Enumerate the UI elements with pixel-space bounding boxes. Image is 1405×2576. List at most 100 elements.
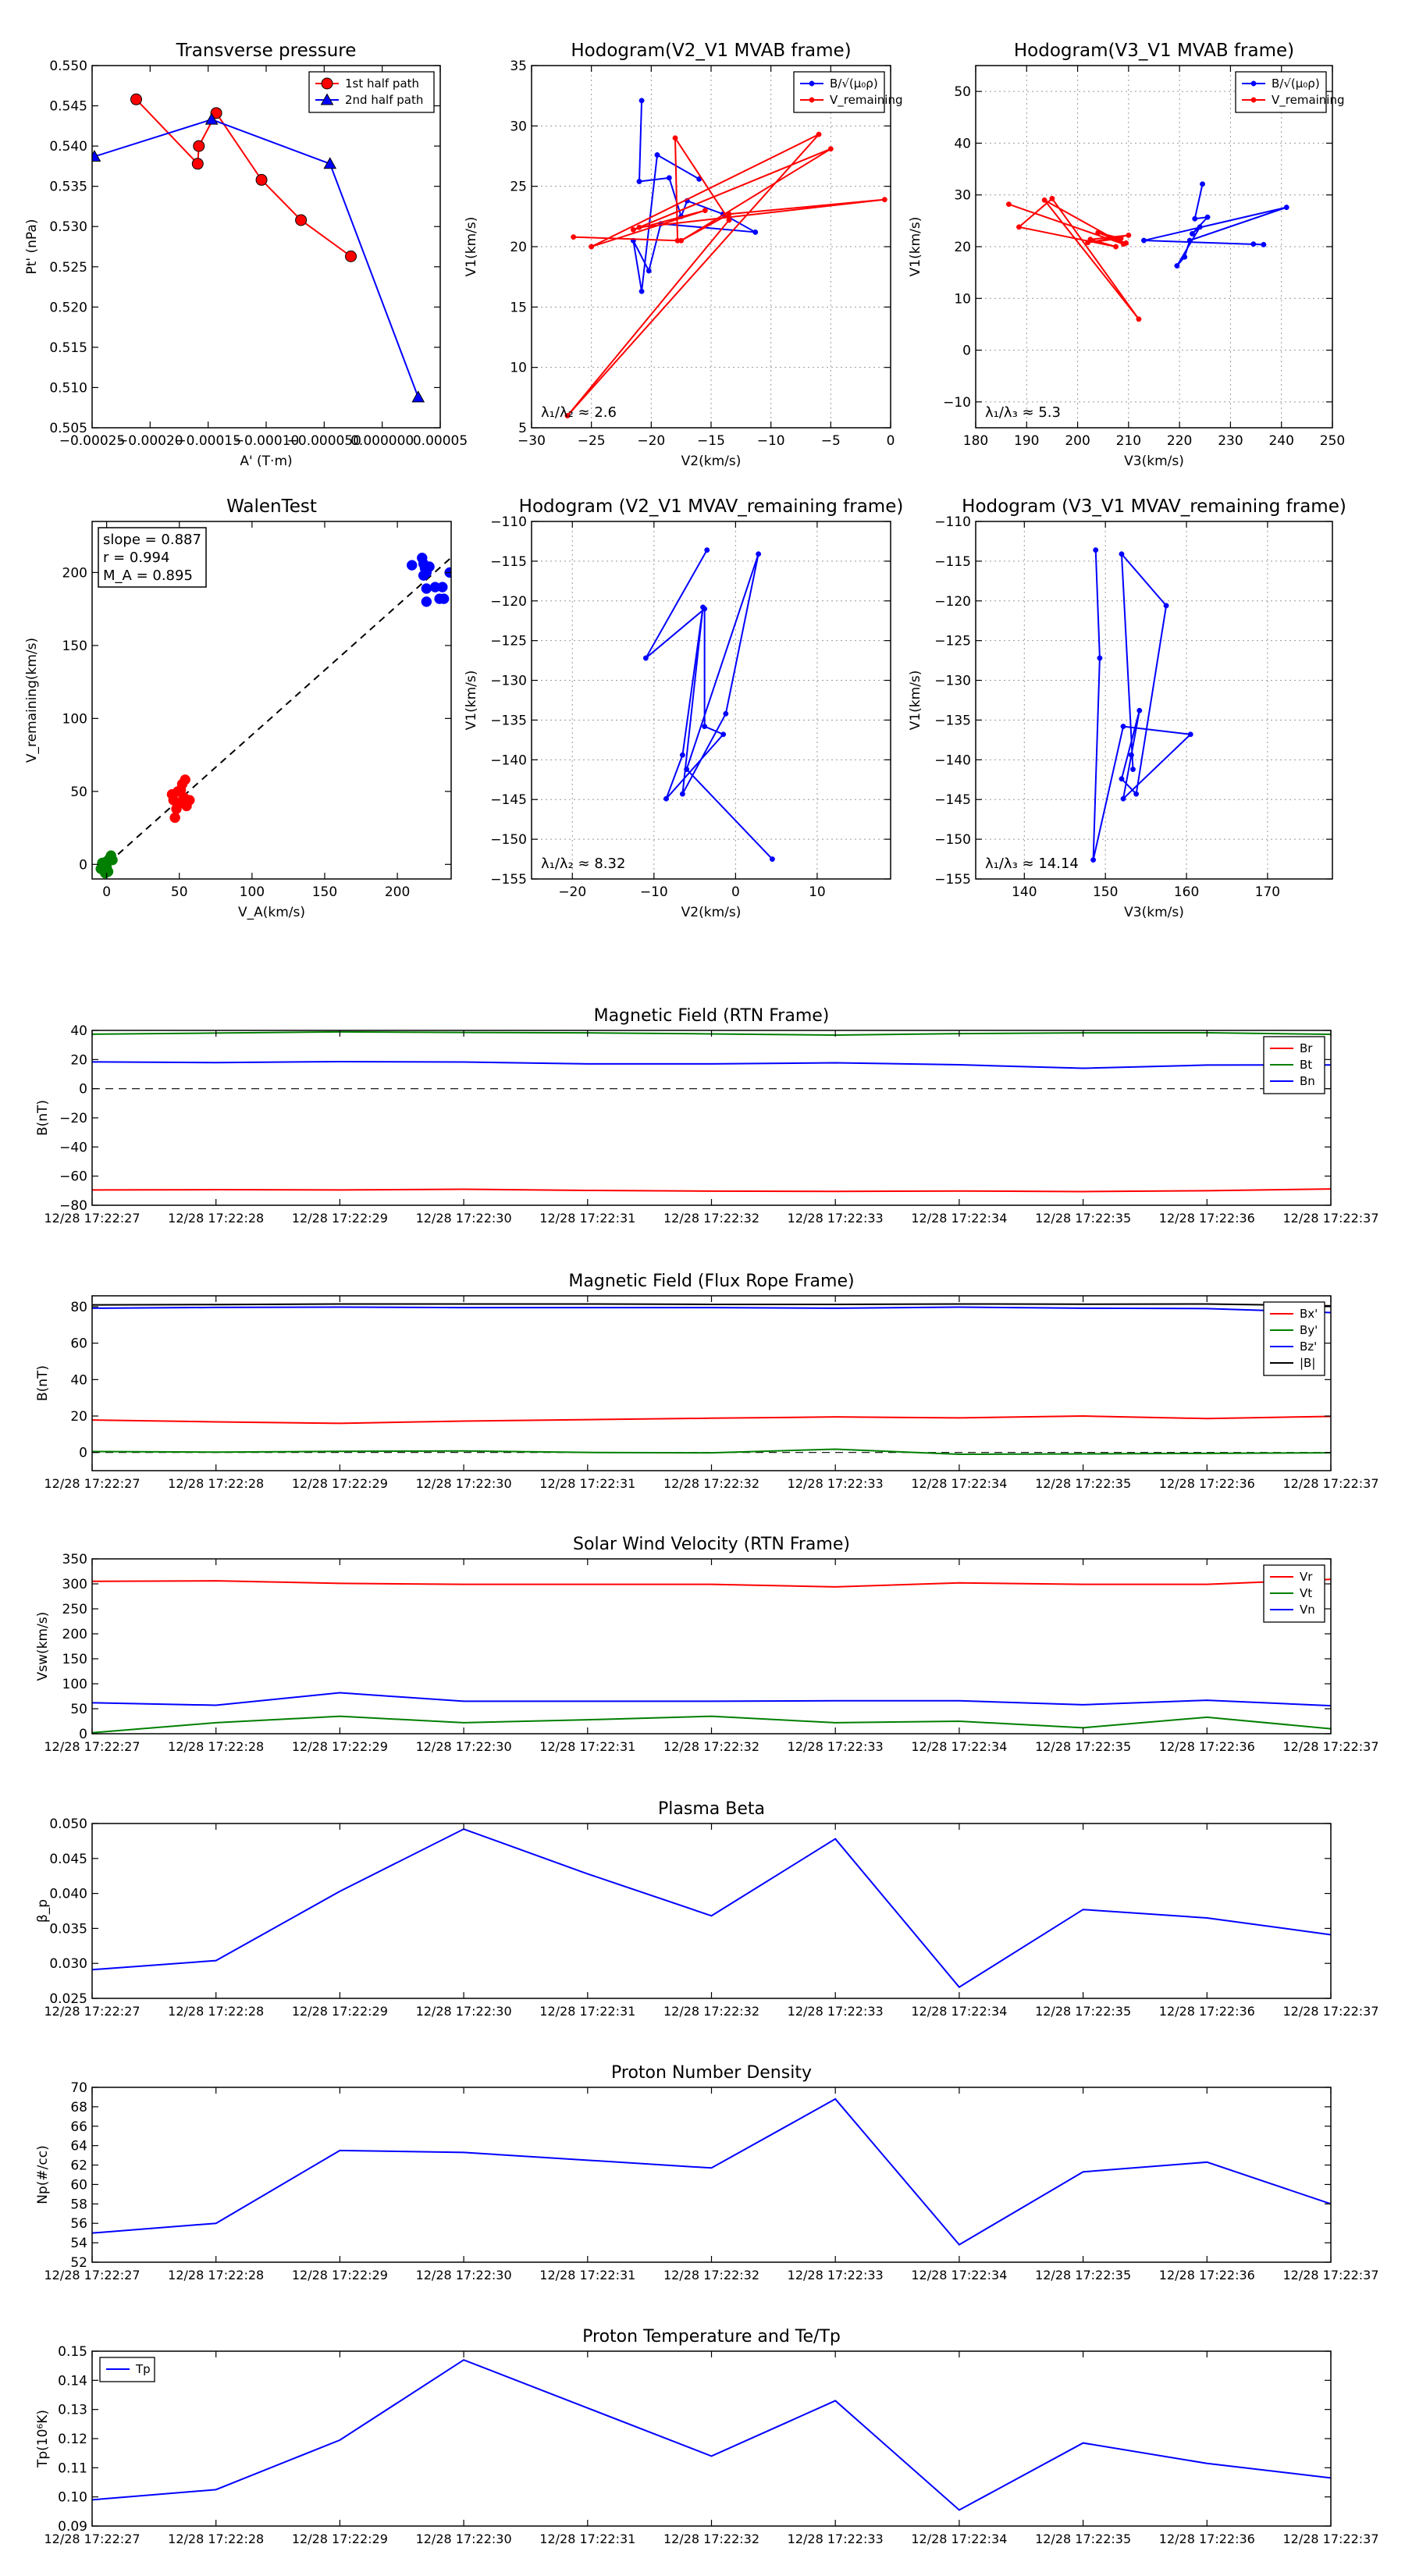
y-axis-label: V_remaining(km/s): [24, 638, 40, 763]
x-tick-label: 12/28 17:22:30: [416, 2004, 512, 2019]
y-tick-label: 0.030: [49, 1956, 87, 1972]
x-tick-label: 12/28 17:22:31: [539, 1739, 635, 1754]
chart-ts5: 12/28 17:22:27 12/28 17:22:28 12/28 17:22:…: [35, 2063, 1379, 2282]
x-tick-label: 12/28 17:22:34: [911, 1476, 1007, 1491]
axes-frame: [91, 1823, 1332, 1999]
series-line: [1008, 197, 1140, 320]
y-tick-label: 0.530: [49, 219, 87, 235]
chart-h3: −20 −10 0 10 −155 −150 −145 −140 −135 −130 −125 −12…: [464, 496, 903, 920]
data-point: [171, 803, 182, 815]
y-tick-label: 10: [510, 361, 527, 376]
y-tick-label: 30: [510, 119, 527, 134]
series--b-: [92, 1303, 1331, 1307]
y-tick-label: 0.545: [49, 99, 87, 115]
x-tick-label: 12/28 17:22:30: [416, 2268, 512, 2282]
y-tick-label: 10: [954, 291, 971, 307]
data-point: [421, 583, 432, 594]
y-tick-label: 0.13: [58, 2403, 87, 2418]
data-point: [1261, 241, 1267, 247]
y-tick-label: 300: [62, 1577, 87, 1592]
series-line: [92, 2359, 1331, 2511]
data-point: [1250, 241, 1257, 247]
x-tick-label: 12/28 17:22:37: [1282, 2532, 1378, 2546]
x-tick-label: 250: [1320, 433, 1345, 449]
x-tick-label: 12/28 17:22:35: [1035, 1476, 1131, 1491]
chart-title: Plasma Beta: [658, 1799, 765, 1819]
data-point: [726, 211, 732, 217]
x-tick-label: 12/28 17:22:32: [663, 1211, 759, 1226]
legend-label: 2nd half path: [345, 93, 423, 107]
x-tick-label: 12/28 17:22:34: [911, 1211, 1007, 1226]
plot-area: [92, 93, 425, 403]
y-tick-label: 0.12: [58, 2432, 87, 2447]
legend: 1st half path 2nd half path: [308, 71, 435, 113]
x-axis-label: V2(km/s): [681, 454, 742, 469]
y-tick-label: −155: [490, 872, 527, 888]
series-vt: [92, 1715, 1331, 1734]
x-tick-label: 12/28 17:22:35: [1035, 2268, 1131, 2282]
x-tick-label: 12/28 17:22:28: [168, 2004, 264, 2019]
y-tick-label: 0.050: [49, 1816, 87, 1832]
x-tick-label: 12/28 17:22:36: [1159, 1211, 1255, 1226]
y-tick-label: 62: [70, 2158, 87, 2174]
data-point: [1119, 551, 1125, 557]
chart-ts1: 12/28 17:22:27 12/28 17:22:28 12/28 17:22:…: [35, 1006, 1379, 1226]
legend: Bx' By' Bz' |B|: [1263, 1301, 1325, 1376]
x-tick-label: 180: [963, 433, 988, 449]
series-line: [92, 1578, 1331, 1588]
x-tick-label: 210: [1116, 433, 1141, 449]
y-axis-label: Tp(10⁶K): [35, 2410, 51, 2468]
series-line: [92, 1303, 1331, 1307]
y-tick-label: 0.510: [49, 380, 87, 396]
y-tick-label: 0.15: [58, 2344, 87, 2360]
x-tick-label: 150: [312, 884, 337, 900]
x-tick-label: 12/28 17:22:30: [416, 1476, 512, 1491]
x-tick-label: 0: [102, 884, 111, 900]
data-point: [1126, 232, 1132, 238]
x-tick-label: 12/28 17:22:28: [168, 1476, 264, 1491]
data-point: [672, 135, 678, 141]
series-vr: [406, 552, 451, 607]
x-tick-label: 230: [1218, 433, 1243, 449]
series-beta: [92, 1828, 1331, 1988]
axes-frame: [91, 2087, 1332, 2263]
series-line: [92, 1414, 1331, 1425]
y-axis-label: Vsw(km/s): [35, 1612, 51, 1681]
chart-title: Proton Temperature and Te/Tp: [582, 2327, 841, 2347]
data-point: [421, 596, 432, 607]
y-tick-label: −115: [934, 554, 971, 570]
y-tick-label: 80: [70, 1300, 87, 1315]
stats-line: slope = 0.887: [103, 532, 201, 548]
x-tick-label: 12/28 17:22:36: [1159, 2532, 1255, 2546]
y-tick-label: 150: [62, 639, 87, 654]
plot-area: [92, 1030, 1331, 1193]
y-tick-label: 200: [62, 565, 87, 581]
x-tick-label: 12/28 17:22:32: [663, 1739, 759, 1754]
x-tick-label: −20: [637, 433, 665, 449]
data-point: [255, 173, 268, 186]
data-point: [816, 131, 822, 137]
y-tick-label: 40: [954, 136, 971, 151]
chart-title: Magnetic Field (Flux Rope Frame): [568, 1272, 854, 1291]
plot-area: [95, 552, 451, 879]
series-v-remaining: [1005, 195, 1142, 322]
series-line: [1092, 550, 1193, 860]
data-point: [1192, 215, 1198, 222]
chart-ts3: 12/28 17:22:27 12/28 17:22:28 12/28 17:22:…: [35, 1535, 1379, 1754]
data-point: [726, 217, 732, 223]
x-tick-label: 12/28 17:22:35: [1035, 2532, 1131, 2546]
data-point: [752, 229, 759, 235]
plot-area: [564, 98, 887, 418]
stats-box: [98, 527, 207, 588]
x-tick-label: 12/28 17:22:34: [911, 2268, 1007, 2282]
y-axis-label: B(nT): [35, 1100, 51, 1136]
axes-frame: [91, 2350, 1332, 2527]
legend-marker: [1250, 97, 1257, 103]
series-v-remaining: [1090, 547, 1193, 863]
y-tick-label: −150: [934, 832, 971, 848]
y-tick-label: 20: [510, 240, 527, 255]
y-axis-label: V1(km/s): [908, 671, 923, 731]
y-tick-label: 0: [79, 1082, 87, 1098]
plot-area: [92, 1578, 1331, 1734]
y-tick-label: 150: [62, 1652, 87, 1667]
